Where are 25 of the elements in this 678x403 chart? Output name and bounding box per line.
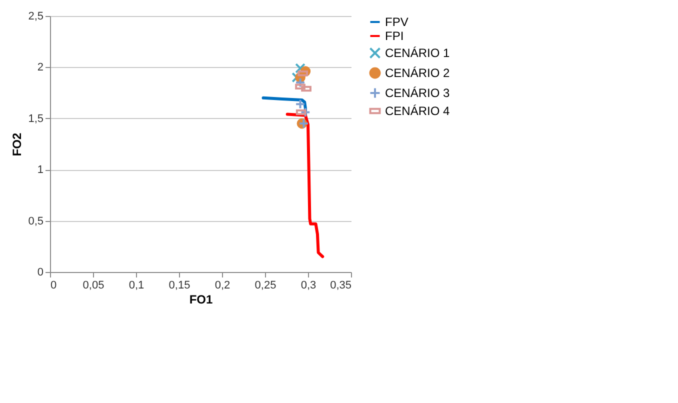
x-tick-label: 0,05 [82,280,104,292]
y-tick-label: 2 [37,62,44,74]
y-axis-title: FO2 [10,132,24,156]
x-tick-label: 0 [50,280,57,292]
legend-label: FPV [385,15,408,29]
x-tick-label: 0,1 [128,280,144,292]
x-tick-label: 0,3 [300,280,316,292]
x-tick-label: 0,25 [254,280,276,292]
legend-label: FPI [385,29,404,43]
x-tick-label: 0,35 [330,280,352,292]
legend-label: CENÁRIO 1 [385,46,450,60]
y-tick-label: 1 [37,164,44,176]
x-tick-label: 0,2 [214,280,230,292]
y-tick-label: 0,5 [28,215,44,228]
legend-label: CENÁRIO 2 [385,66,450,80]
x-axis-title: FO1 [189,292,213,306]
y-tick-label: 0 [37,266,44,278]
y-tick-label: 2,5 [28,10,44,22]
y-tick-label: 1,5 [28,112,44,125]
point [300,107,311,118]
legend-label: CENÁRIO 4 [385,104,450,118]
point [295,77,306,88]
point [295,98,306,110]
legend-label: CENÁRIO 3 [385,86,450,100]
x-tick-label: 0,15 [168,280,190,292]
